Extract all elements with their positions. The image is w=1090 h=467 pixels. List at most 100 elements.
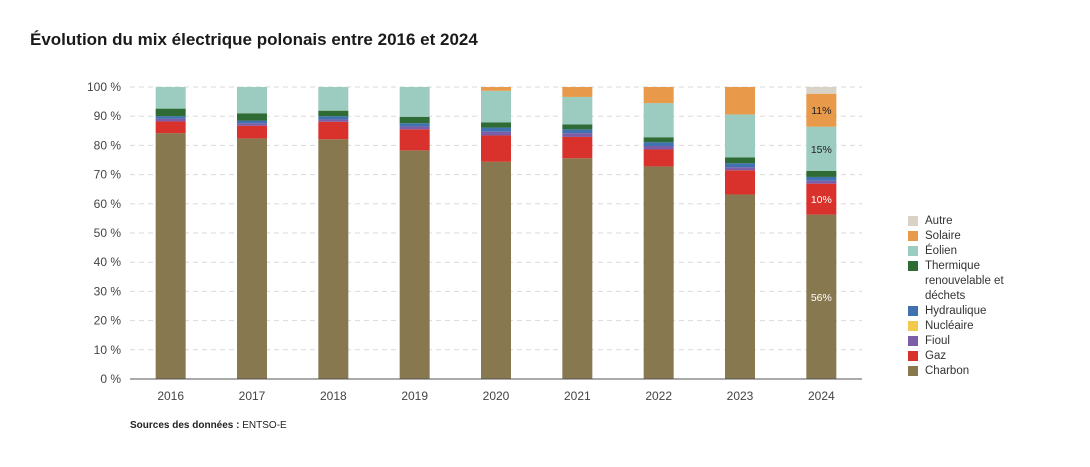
bar-segment-solaire-2022 — [643, 87, 674, 104]
bar-segment-thermique-renouvelable-et-dechets-2018 — [318, 110, 349, 117]
data-label: 56% — [811, 292, 832, 304]
legend-label: Gaz — [925, 350, 947, 362]
legend-label: Thermique renouvelable et déchets — [925, 260, 1004, 302]
legend-item-autre: Autre — [908, 214, 1015, 229]
bar-segment-eolien-2023 — [725, 114, 755, 158]
legend-swatch — [908, 216, 918, 226]
bar-segment-thermique-renouvelable-et-dechets-2016 — [155, 108, 186, 117]
bar-segment-gaz-2016 — [155, 121, 186, 134]
bar-segment-thermique-renouvelable-et-dechets-2017 — [237, 113, 267, 121]
bar-segment-hydraulique-2022 — [643, 142, 674, 146]
y-tick-label: 50 % — [94, 226, 122, 240]
chart-title: Évolution du mix électrique polonais ent… — [30, 30, 478, 49]
bar-segment-solaire-2020 — [481, 87, 511, 91]
legend-item-charbon: Charbon — [908, 364, 1015, 379]
y-tick-label: 0 % — [100, 372, 121, 386]
bar-segment-gaz-2022 — [643, 149, 674, 167]
bar-segment-gaz-2023 — [725, 170, 755, 195]
x-tick-label: 2016 — [157, 389, 184, 403]
bar-segment-gaz-2021 — [562, 136, 593, 159]
legend-swatch — [908, 231, 918, 241]
x-tick-label: 2020 — [483, 389, 510, 403]
x-tick-label: 2019 — [401, 389, 428, 403]
bar-segment-hydraulique-2018 — [318, 116, 349, 120]
legend-label: Fioul — [925, 335, 950, 347]
x-tick-label: 2017 — [239, 389, 266, 403]
bar-segment-fioul-2018 — [318, 119, 349, 122]
bar-segment-charbon-2018 — [318, 139, 349, 379]
data-labels: 56% 10% 15% 11% — [811, 105, 832, 304]
bar-segment-hydraulique-2016 — [155, 116, 186, 119]
bar-segment-charbon-2024 — [806, 214, 837, 379]
bar-segment-thermique-renouvelable-et-dechets-2024 — [806, 170, 837, 177]
bar-segment-hydraulique-2023 — [725, 163, 755, 168]
bar-segment-hydraulique-2017 — [237, 120, 267, 124]
legend-item-gaz: Gaz — [908, 349, 1015, 364]
y-tick-label: 20 % — [94, 314, 122, 328]
bar-segment-thermique-renouvelable-et-dechets-2019 — [399, 116, 430, 124]
bar-segment-eolien-2020 — [481, 90, 511, 123]
bar-segment-fioul-2020 — [481, 131, 511, 136]
legend-swatch — [908, 336, 918, 346]
y-tick-label: 30 % — [94, 284, 122, 298]
bar-segment-autre-2024 — [806, 87, 837, 94]
legend-item-fioul: Fioul — [908, 334, 1015, 349]
bar-segment-solaire-2021 — [562, 87, 593, 97]
x-tick-label: 2023 — [727, 389, 754, 403]
legend-swatch — [908, 306, 918, 316]
legend-item-hydraulique: Hydraulique — [908, 304, 1015, 319]
legend-item-thermique-renouvelable-et-dechets: Thermique renouvelable et déchets — [908, 259, 1015, 304]
bar-segment-eolien-2024 — [806, 126, 837, 171]
bar-segment-eolien-2022 — [643, 103, 674, 138]
bar-segment-eolien-2019 — [399, 87, 430, 117]
bar-segment-eolien-2017 — [237, 87, 267, 114]
bar-segment-eolien-2016 — [155, 87, 186, 109]
bar-segment-fioul-2021 — [562, 133, 593, 137]
bar-segment-solaire-2024 — [806, 93, 837, 127]
bar-segment-hydraulique-2021 — [562, 129, 593, 134]
bar-segment-thermique-renouvelable-et-dechets-2023 — [725, 157, 755, 164]
y-axis-ticks: 0 % 10 % 20 % 30 % 40 % 50 % 60 % 70 % 80 % 90 % 1… — [87, 80, 121, 386]
x-axis-ticks: 2016 2017 2018 2019 2020 2021 2022 2023 2024 — [157, 389, 835, 403]
bar-segment-charbon-2021 — [562, 158, 593, 379]
y-tick-label: 70 % — [94, 168, 122, 182]
legend-label: Nucléaire — [925, 320, 974, 332]
y-tick-label: 60 % — [94, 197, 122, 211]
bar-segment-eolien-2018 — [318, 87, 349, 111]
y-tick-label: 40 % — [94, 255, 122, 269]
legend-swatch — [908, 351, 918, 361]
legend: Autre Solaire Éolien Thermique renouvelable… — [908, 214, 1015, 379]
bar-segment-gaz-2020 — [481, 135, 511, 162]
bar-segment-fioul-2016 — [155, 118, 186, 122]
bar-segment-fioul-2017 — [237, 123, 267, 126]
legend-item-solaire: Solaire — [908, 229, 1015, 244]
bar-segment-charbon-2020 — [481, 161, 511, 379]
bar-segment-hydraulique-2019 — [399, 123, 430, 127]
bar-segment-hydraulique-2024 — [806, 176, 837, 181]
bar-segment-charbon-2022 — [643, 166, 674, 379]
data-label: 10% — [811, 194, 832, 206]
legend-item-nucleaire: Nucléaire — [908, 319, 1015, 334]
legend-swatch — [908, 321, 918, 331]
x-tick-label: 2021 — [564, 389, 591, 403]
x-tick-label: 2018 — [320, 389, 347, 403]
bar-segment-charbon-2016 — [155, 133, 186, 379]
bars — [155, 87, 837, 379]
bar-segment-thermique-renouvelable-et-dechets-2022 — [643, 137, 674, 143]
y-tick-label: 100 % — [87, 80, 121, 94]
source-label: Sources des données : — [130, 420, 240, 431]
bar-segment-eolien-2021 — [562, 96, 593, 125]
source-note: Sources des données : ENTSO-E — [130, 420, 287, 431]
bar-segment-gaz-2017 — [237, 125, 267, 139]
legend-swatch — [908, 261, 918, 271]
legend-label: Autre — [925, 215, 953, 227]
legend-item-eolien: Éolien — [908, 244, 1015, 259]
bar-segment-hydraulique-2020 — [481, 127, 511, 132]
y-tick-label: 10 % — [94, 343, 122, 357]
bar-segment-thermique-renouvelable-et-dechets-2021 — [562, 124, 593, 130]
bar-segment-fioul-2022 — [643, 145, 674, 150]
legend-label: Charbon — [925, 365, 970, 377]
legend-label: Éolien — [925, 245, 957, 257]
bar-segment-fioul-2023 — [725, 167, 755, 171]
